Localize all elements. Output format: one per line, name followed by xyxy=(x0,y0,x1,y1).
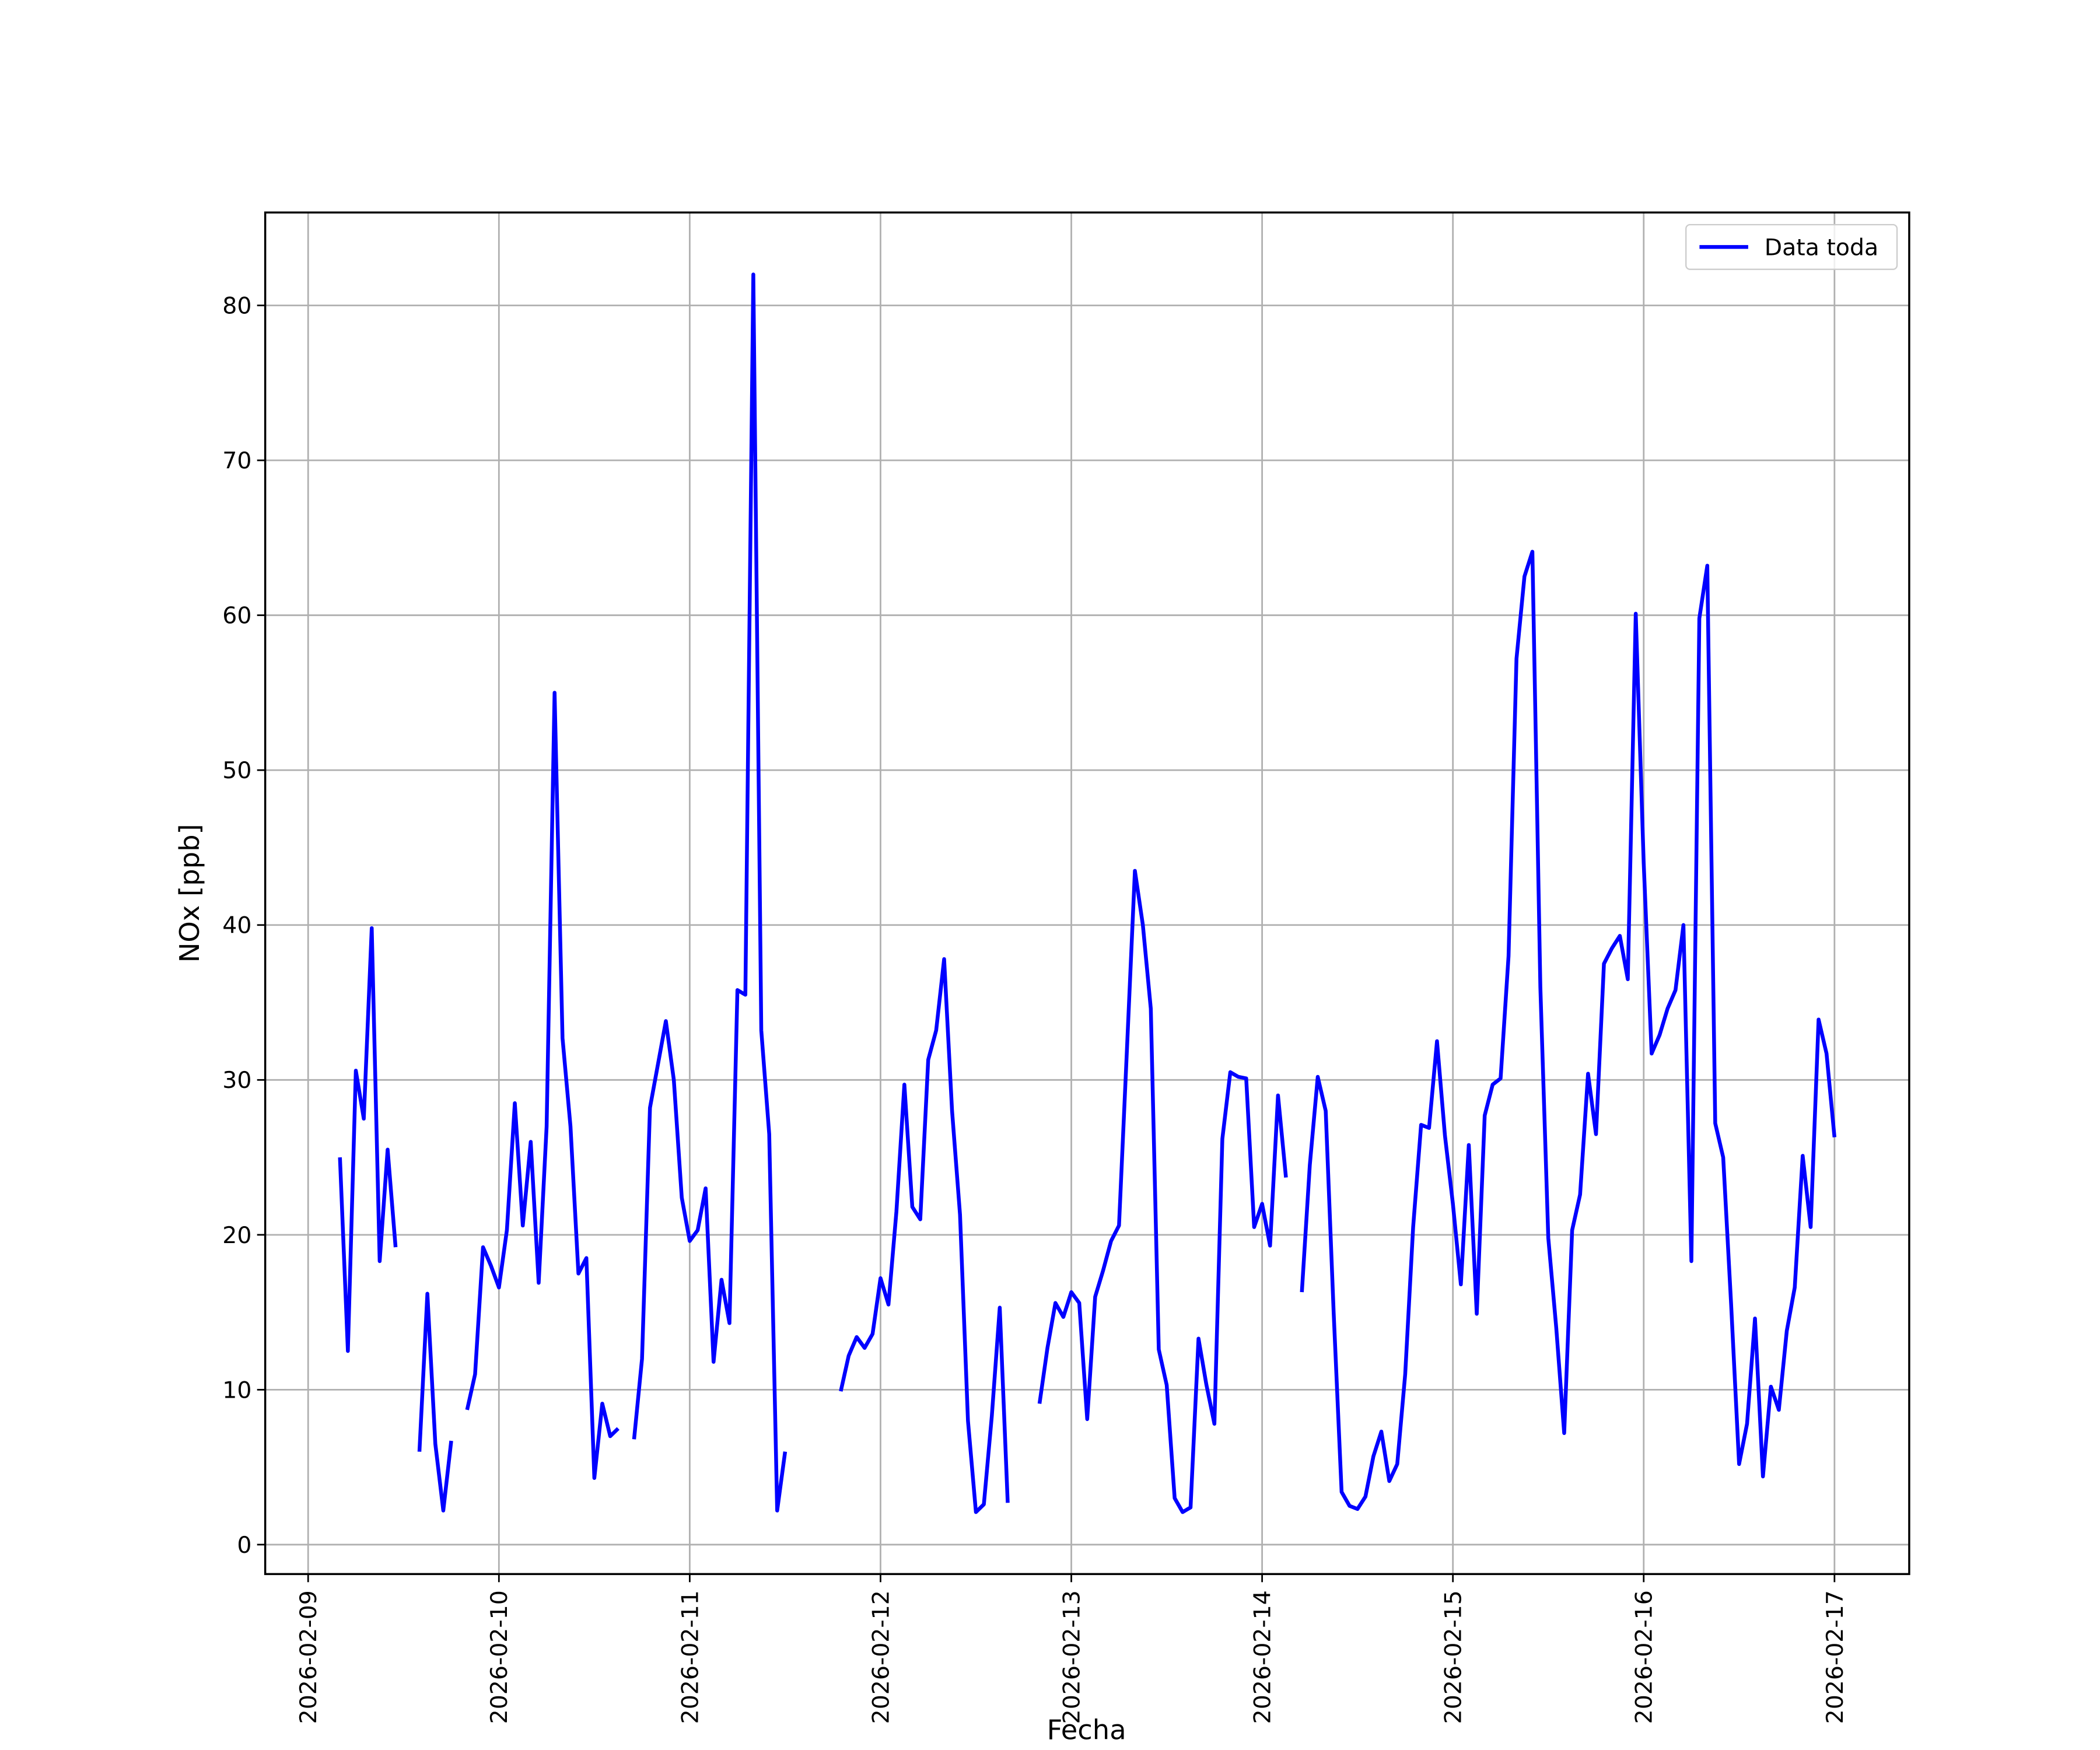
y-tick-label: 50 xyxy=(222,757,251,784)
x-tick-label: 2026-02-13 xyxy=(1058,1590,1085,1724)
y-tick-label: 20 xyxy=(222,1222,251,1249)
y-tick-label: 0 xyxy=(237,1532,251,1559)
x-tick-label: 2026-02-12 xyxy=(867,1590,894,1724)
x-tick-label: 2026-02-16 xyxy=(1631,1590,1658,1724)
y-tick-label: 80 xyxy=(222,293,251,320)
x-axis-label: Fecha xyxy=(1047,1714,1126,1745)
y-tick-label: 70 xyxy=(222,447,251,474)
plot-frame xyxy=(264,211,1910,1576)
y-tick-label: 10 xyxy=(222,1377,251,1404)
y-tick-label: 60 xyxy=(222,603,251,629)
legend-label: Data toda xyxy=(1765,234,1878,261)
data-line xyxy=(338,272,1837,1514)
legend-box xyxy=(1685,223,1898,270)
y-axis-label: NOx [ppb] xyxy=(174,824,205,963)
x-tick-label: 2026-02-11 xyxy=(677,1590,704,1724)
x-tick-label: 2026-02-17 xyxy=(1822,1590,1849,1724)
legend: Data toda xyxy=(1685,223,1898,270)
y-tick-label: 30 xyxy=(222,1067,251,1094)
x-tick-label: 2026-02-14 xyxy=(1250,1590,1276,1724)
x-tick-label: 2026-02-10 xyxy=(486,1590,513,1724)
x-tick-label: 2026-02-09 xyxy=(295,1590,322,1724)
y-tick-label: 40 xyxy=(222,912,251,939)
x-tick-label: 2026-02-15 xyxy=(1440,1590,1467,1724)
